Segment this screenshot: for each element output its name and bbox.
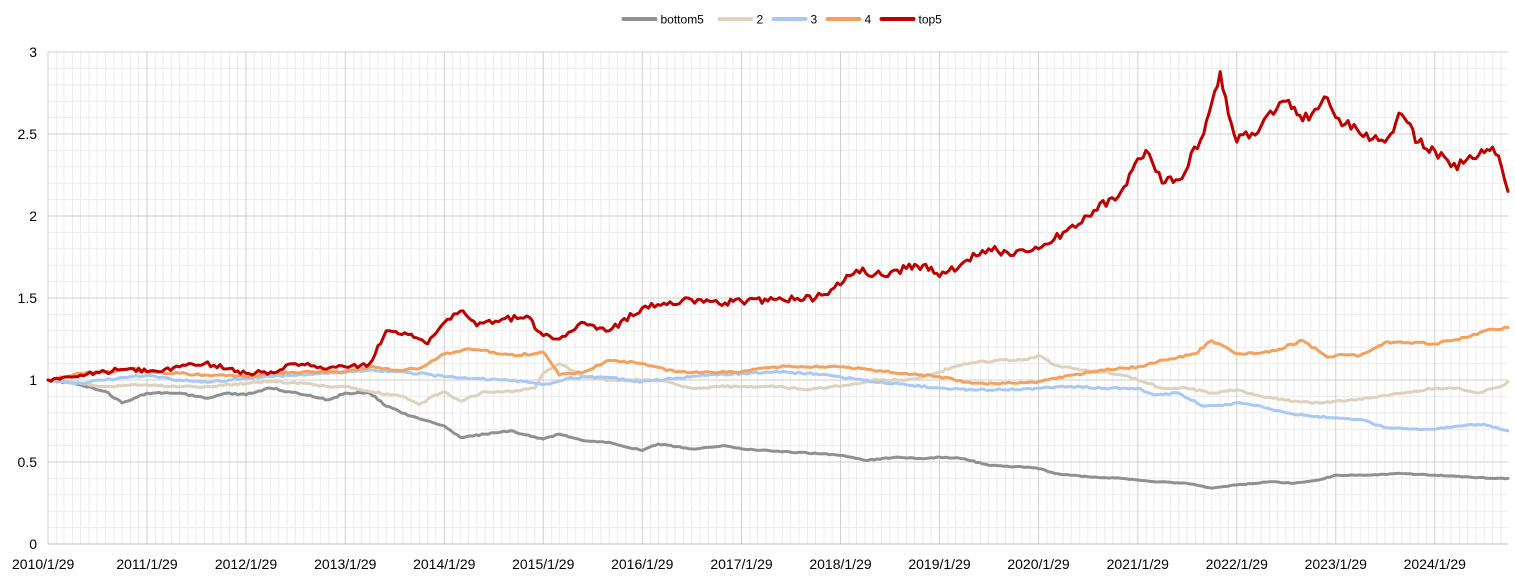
legend-label: top5 — [919, 13, 943, 27]
x-axis-tick-labels: 2010/1/29 2011/1/29 2012/1/29 2013/1/29 2014… — [12, 556, 1466, 572]
x-tick-label: 2017/1/29 — [710, 556, 772, 572]
legend-item: bottom5 — [621, 13, 705, 27]
legend-label: 4 — [865, 13, 872, 27]
legend-item: 3 — [771, 13, 818, 27]
x-tick-label: 2024/1/29 — [1404, 556, 1466, 572]
x-tick-label: 2018/1/29 — [809, 556, 871, 572]
x-tick-label: 2022/1/29 — [1206, 556, 1268, 572]
legend-label: 2 — [757, 13, 764, 27]
y-tick-label: 0.5 — [18, 454, 38, 470]
x-tick-label: 2019/1/29 — [908, 556, 970, 572]
x-tick-label: 2011/1/29 — [116, 556, 177, 572]
x-tick-label: 2013/1/29 — [314, 556, 376, 572]
legend-item: 4 — [825, 13, 872, 27]
series-line-top5 — [46, 70, 1510, 383]
plot-frame — [47, 52, 1508, 545]
x-tick-label: 2021/1/29 — [1107, 556, 1169, 572]
series-lines — [46, 70, 1510, 490]
y-tick-label: 1.5 — [18, 290, 38, 306]
legend-item: top5 — [879, 13, 943, 27]
x-tick-label: 2014/1/29 — [413, 556, 475, 572]
legend-label: bottom5 — [661, 13, 705, 27]
y-tick-label: 1 — [29, 372, 37, 388]
x-tick-label: 2015/1/29 — [512, 556, 574, 572]
series-line-2 — [46, 353, 1510, 407]
y-axis-tick-labels: 0 0.5 1 1.5 2 2.5 3 — [18, 44, 38, 552]
y-tick-label: 0 — [29, 536, 37, 552]
major-grid — [48, 51, 1508, 544]
x-tick-label: 2016/1/29 — [611, 556, 673, 572]
legend: bottom5 2 3 4 top5 — [621, 13, 943, 27]
x-tick-label: 2010/1/29 — [12, 556, 74, 572]
y-tick-label: 3 — [29, 44, 37, 60]
legend-item: 2 — [717, 13, 764, 27]
x-tick-label: 2012/1/29 — [215, 556, 277, 572]
series-line-3 — [46, 368, 1510, 433]
x-tick-label: 2020/1/29 — [1007, 556, 1069, 572]
y-tick-label: 2.5 — [18, 126, 38, 142]
series-line-4 — [46, 325, 1510, 386]
y-tick-label: 2 — [29, 208, 37, 224]
legend-label: 3 — [811, 13, 818, 27]
series-line-bottom5 — [46, 378, 1510, 490]
x-tick-label: 2023/1/29 — [1305, 556, 1367, 572]
